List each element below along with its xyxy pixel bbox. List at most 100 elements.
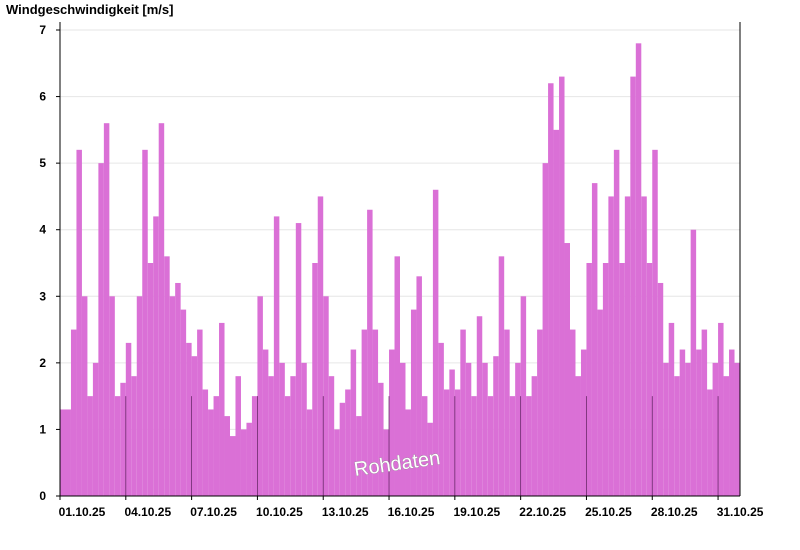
bar xyxy=(690,229,697,496)
bar xyxy=(109,296,115,496)
bar xyxy=(707,389,713,496)
bar xyxy=(597,309,603,496)
tick-marker-lines xyxy=(125,396,719,496)
bar xyxy=(515,362,521,496)
bar xyxy=(718,322,724,496)
bar xyxy=(175,282,181,496)
bar xyxy=(471,396,477,496)
bar xyxy=(564,243,570,496)
bar xyxy=(202,389,209,496)
bar xyxy=(339,402,346,496)
bar xyxy=(460,329,466,496)
bar xyxy=(323,296,329,496)
bar xyxy=(367,209,373,496)
y-tick-label: 4 xyxy=(39,223,46,237)
bar xyxy=(416,276,422,496)
bar xyxy=(476,316,483,496)
bar xyxy=(350,349,357,496)
bar xyxy=(635,43,642,497)
x-tick-label: 16.10.25 xyxy=(388,505,435,519)
bar xyxy=(641,196,647,496)
bar xyxy=(268,376,274,496)
x-tick-label: 19.10.25 xyxy=(453,505,500,519)
bar xyxy=(186,342,192,496)
bar xyxy=(498,256,505,496)
bar xyxy=(591,183,598,496)
bar xyxy=(213,396,220,496)
y-tick-label: 3 xyxy=(39,289,46,303)
bar xyxy=(279,362,285,496)
bar xyxy=(608,196,614,496)
bar xyxy=(663,362,669,496)
bar xyxy=(81,296,88,496)
bar xyxy=(734,362,740,496)
bar xyxy=(169,296,176,496)
x-tick-label: 31.10.25 xyxy=(717,505,764,519)
bar xyxy=(142,149,148,497)
bar xyxy=(378,382,384,496)
bar xyxy=(674,376,680,496)
bar xyxy=(208,409,214,496)
bar xyxy=(405,409,411,496)
y-tick-label: 7 xyxy=(39,23,46,37)
bar xyxy=(432,189,439,496)
bar xyxy=(548,83,554,496)
axes xyxy=(59,22,741,497)
bar xyxy=(120,382,126,496)
bar xyxy=(449,369,455,496)
bar xyxy=(317,196,324,496)
bar xyxy=(334,429,340,496)
bar xyxy=(235,376,241,496)
bar xyxy=(290,376,296,496)
bar xyxy=(531,376,538,496)
bar xyxy=(570,329,576,496)
bar xyxy=(383,429,390,496)
bar xyxy=(624,196,631,496)
bar xyxy=(301,362,307,496)
bar xyxy=(131,376,137,496)
bar xyxy=(657,282,664,496)
bar xyxy=(668,322,675,496)
bar xyxy=(696,349,702,496)
x-tick-label: 01.10.25 xyxy=(59,505,106,519)
bar xyxy=(443,389,450,496)
bar xyxy=(328,376,335,496)
bar xyxy=(125,342,132,496)
bar xyxy=(559,76,565,496)
bar xyxy=(723,376,730,496)
bar xyxy=(454,389,461,496)
bar xyxy=(180,309,187,496)
bar xyxy=(356,416,362,496)
x-tick-label: 10.10.25 xyxy=(256,505,303,519)
bar xyxy=(257,296,263,496)
bar xyxy=(465,362,472,496)
bar xyxy=(230,436,236,496)
bar xyxy=(92,362,99,496)
x-tick-label: 13.10.25 xyxy=(322,505,369,519)
bar xyxy=(372,329,379,496)
y-axis-label: Windgeschwindigkeit [m/s] xyxy=(6,2,173,17)
bar xyxy=(509,396,516,496)
x-ticks: 01.10.25 04.10.25 07.10.25 10.10.25 13.10.25… xyxy=(59,496,764,519)
bar xyxy=(679,349,686,496)
bar xyxy=(400,362,406,496)
bar xyxy=(251,396,258,496)
bar xyxy=(284,396,291,496)
bar xyxy=(421,396,428,496)
bar xyxy=(306,409,313,496)
bars xyxy=(60,43,740,497)
bar xyxy=(646,263,653,496)
bar xyxy=(619,263,625,496)
x-tick-label: 22.10.25 xyxy=(519,505,566,519)
bar xyxy=(240,429,247,496)
bar xyxy=(153,216,159,496)
bar xyxy=(526,396,532,496)
bar xyxy=(729,349,735,496)
bar xyxy=(246,422,252,496)
bar xyxy=(103,123,110,496)
bar xyxy=(136,296,143,496)
x-tick-label: 28.10.25 xyxy=(651,505,698,519)
bar xyxy=(427,422,433,496)
bar xyxy=(87,396,93,496)
